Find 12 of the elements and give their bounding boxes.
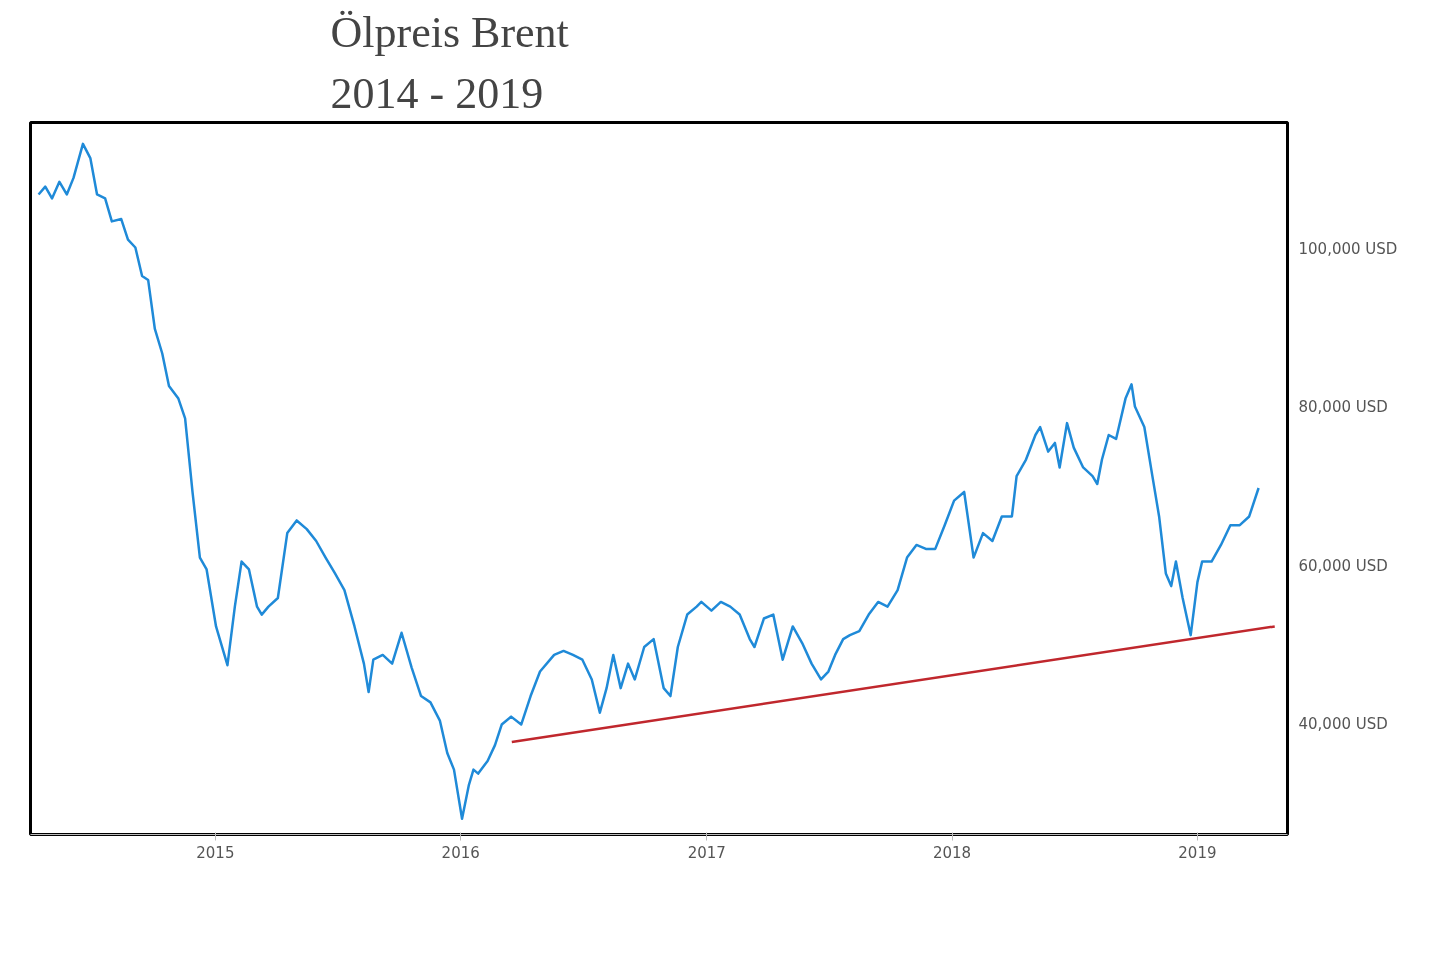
chart-title: Ölpreis Brent bbox=[330, 7, 569, 57]
y-tick-label: 100,000 USD bbox=[1298, 240, 1398, 259]
x-tick-label: 2018 bbox=[932, 843, 972, 862]
chart-subtitle: 2014 - 2019 bbox=[330, 68, 544, 118]
x-tick-label: 2019 bbox=[1178, 843, 1217, 862]
y-tick-label: 40,000 USD bbox=[1298, 714, 1388, 733]
x-tick-label: 2017 bbox=[687, 843, 726, 862]
line-series bbox=[37, 142, 1260, 820]
y-tick-label: 80,000 USD bbox=[1298, 398, 1388, 417]
y-tick-label: 60,000 USD bbox=[1298, 556, 1388, 575]
x-tick-label: 2016 bbox=[441, 843, 480, 862]
x-tick-label: 2015 bbox=[196, 843, 235, 862]
